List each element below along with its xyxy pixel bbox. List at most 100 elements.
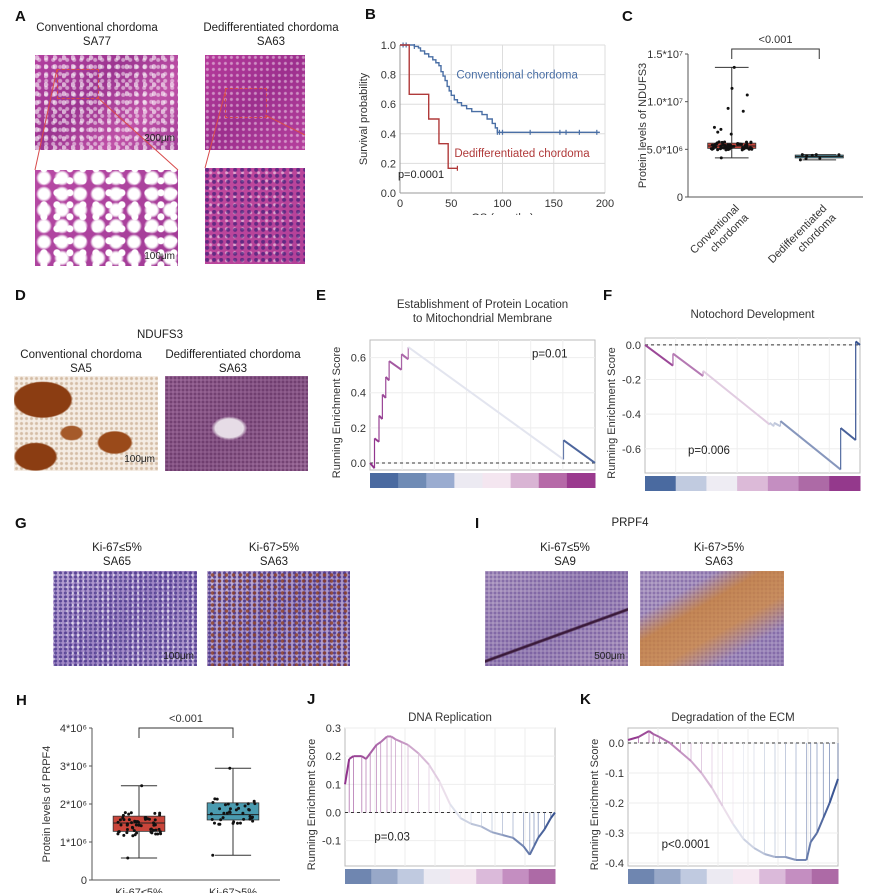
- rank-bar-segment: [811, 869, 839, 884]
- rank-bar-segment: [510, 473, 540, 488]
- y-tick-label: 0.2: [381, 158, 396, 170]
- p-value-annotation: p=0.0001: [398, 169, 444, 181]
- rank-bar-segment: [737, 476, 769, 491]
- es-curve-segment: [348, 755, 354, 760]
- caption-line: Ki-67>5%: [248, 542, 300, 554]
- data-point: [804, 157, 808, 161]
- data-point: [719, 146, 723, 150]
- data-point: [743, 146, 747, 150]
- scale-bar: 500μm: [594, 651, 625, 662]
- rank-bar-segment: [733, 869, 760, 884]
- y-tick-label: -0.6: [622, 444, 641, 456]
- x-axis-label: OS (months): [471, 212, 533, 215]
- rank-bar-segment: [706, 476, 738, 491]
- data-point: [225, 811, 229, 815]
- rank-bar-segment: [654, 869, 681, 884]
- data-point: [729, 132, 733, 136]
- data-point: [732, 65, 736, 69]
- prpf4-image-sa9: 500μm: [485, 571, 628, 666]
- data-point: [143, 816, 147, 820]
- chart-title: DNA Replication: [408, 712, 492, 724]
- data-point: [140, 784, 144, 788]
- data-point: [221, 816, 225, 820]
- rank-bar-segment: [759, 869, 786, 884]
- data-point: [814, 153, 818, 157]
- x-tick-label: Conventionalchordoma: [688, 202, 752, 266]
- p-value-annotation: p=0.006: [688, 445, 730, 457]
- es-curve-segment: [711, 787, 724, 807]
- scale-bar: 100μm: [124, 454, 155, 465]
- rank-bar-segment: [628, 869, 655, 884]
- es-curve-segment: [380, 735, 388, 743]
- panel-d-title: NDUFS3: [136, 329, 183, 341]
- es-curve-segment: [562, 439, 596, 464]
- data-point: [253, 802, 257, 806]
- y-tick-label: 0.3: [326, 723, 341, 735]
- y-tick-label: 1.0*10⁷: [647, 97, 683, 109]
- panel-i-title: PRPF4: [611, 517, 649, 529]
- panel-label-j: J: [307, 691, 316, 708]
- data-point: [118, 818, 122, 822]
- es-curve-segment: [533, 837, 540, 847]
- caption-line: SA9: [554, 556, 576, 568]
- data-point: [212, 821, 216, 825]
- y-tick-label: 1.5*10⁷: [647, 49, 683, 61]
- caption-line: Ki-67>5%: [693, 542, 745, 554]
- chart-title: Establishment of Protein Location: [397, 299, 568, 311]
- data-point: [719, 156, 723, 160]
- x-tick-label: Ki-67≤5%: [115, 887, 163, 893]
- data-point: [745, 93, 749, 97]
- data-point: [738, 142, 742, 146]
- data-point: [153, 811, 157, 815]
- data-point: [139, 824, 143, 828]
- data-point: [149, 827, 153, 831]
- es-curve-segment: [700, 772, 713, 789]
- gsea-chart-e: Establishment of Protein Location to Mito…: [331, 299, 596, 488]
- rank-bar-segment: [767, 476, 800, 491]
- data-point: [122, 833, 126, 837]
- y-axis-label: Protein levels of NDUFS3: [637, 63, 649, 188]
- data-point: [134, 823, 138, 827]
- es-curve-segment: [470, 822, 482, 828]
- data-point: [125, 822, 129, 826]
- es-curve-segment: [822, 802, 831, 819]
- rank-bar-segment: [680, 869, 708, 884]
- es-curve-segment: [344, 758, 351, 785]
- es-curve-segment: [460, 817, 472, 825]
- x-tick-label: 200: [596, 198, 614, 210]
- rank-bar-segment: [371, 869, 398, 884]
- y-tick-label: 0: [81, 875, 87, 887]
- panel-i-left-caption: Ki-67≤5% SA9: [515, 541, 615, 569]
- rank-bar-segment: [785, 869, 813, 884]
- panel-label-e: E: [316, 287, 327, 304]
- data-point: [116, 832, 120, 836]
- ihc-image-sa63: [165, 376, 308, 471]
- data-point: [211, 853, 215, 857]
- es-curve-segment: [809, 832, 818, 843]
- km-survival-chart: 0 50 100 150 200 0.0 0.2 0.4 0.6 0.8 1.0 OS (months…: [358, 40, 614, 215]
- es-curve-segment: [785, 856, 797, 861]
- km-curve-dedifferentiated: [400, 44, 458, 169]
- rank-bar-segment: [675, 476, 707, 491]
- data-point: [724, 147, 728, 151]
- data-point: [741, 109, 745, 113]
- data-point: [136, 820, 140, 824]
- rank-bar-segment: [829, 476, 861, 491]
- es-curve-segment: [502, 834, 514, 839]
- chart-title: to Mitochondrial Membrane: [413, 313, 552, 325]
- significance-label: <0.001: [169, 713, 203, 725]
- ihc-image-sa5: 100μm: [14, 376, 158, 471]
- panel-i-right-caption: Ki-67>5% SA63: [669, 541, 769, 569]
- y-tick-label: 0.2: [326, 751, 341, 763]
- y-tick-label: 0.0: [626, 340, 641, 352]
- data-point: [218, 822, 222, 826]
- gsea-chart-f: Notochord Development 0.0 -0.2 -0.4 -0.6 Runn…: [606, 309, 861, 491]
- data-point: [223, 803, 227, 807]
- ndufs3-box-chart: 0 5.0*10⁶ 1.0*10⁷ 1.5*10⁷ Protein levels of …: [637, 34, 863, 266]
- data-point: [132, 829, 136, 833]
- data-point: [127, 818, 131, 822]
- data-point: [810, 153, 814, 157]
- data-point: [800, 153, 804, 157]
- legend-dedifferentiated: Dedifferentiated chordoma: [454, 148, 590, 160]
- significance-bracket: [138, 727, 234, 738]
